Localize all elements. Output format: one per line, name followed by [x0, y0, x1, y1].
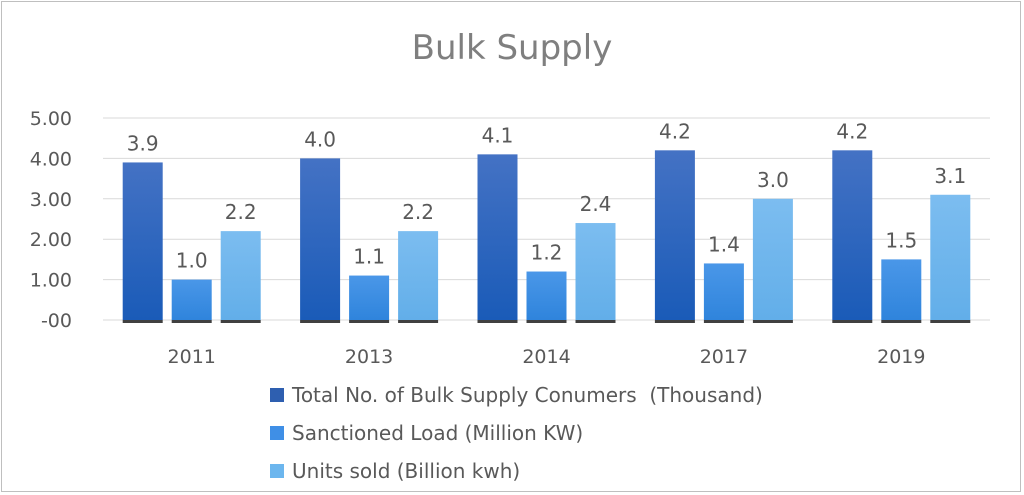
bar — [881, 259, 922, 320]
data-label: 4.1 — [482, 123, 514, 147]
legend-swatch — [270, 464, 284, 478]
data-label: 3.0 — [757, 168, 789, 192]
legend-swatch — [270, 426, 284, 440]
data-label: 1.1 — [353, 245, 385, 269]
y-tick-label: -00 — [41, 310, 72, 332]
y-tick-label: 2.00 — [30, 229, 72, 251]
bar — [575, 223, 616, 320]
data-label: 4.2 — [836, 119, 868, 143]
bar — [477, 154, 518, 320]
bar-base — [300, 320, 341, 323]
x-tick-label: 2019 — [877, 346, 925, 368]
bar — [930, 194, 971, 320]
data-label: 4.0 — [304, 127, 336, 151]
bar-base — [220, 320, 261, 323]
bar — [349, 275, 390, 320]
y-tick-label: 5.00 — [30, 108, 72, 130]
bar-base — [752, 320, 793, 323]
data-label: 2.4 — [580, 192, 612, 216]
bar-base — [832, 320, 873, 323]
bar-base — [703, 320, 744, 323]
bar — [220, 231, 261, 320]
data-label: 3.1 — [934, 164, 966, 188]
legend-label: Units sold (Billion kwh) — [292, 459, 521, 483]
data-label: 1.5 — [885, 228, 917, 252]
legend-swatch — [270, 388, 284, 402]
bar-base — [122, 320, 163, 323]
bar — [654, 150, 695, 320]
x-tick-label: 2014 — [522, 346, 570, 368]
bar — [122, 162, 163, 320]
x-tick-label: 2011 — [168, 346, 216, 368]
bar-base — [654, 320, 695, 323]
data-label: 2.2 — [402, 200, 434, 224]
bar-base — [477, 320, 518, 323]
data-label: 1.0 — [176, 249, 208, 273]
data-label: 2.2 — [225, 200, 257, 224]
bar — [703, 263, 744, 320]
x-tick-label: 2013 — [345, 346, 393, 368]
data-label: 4.2 — [659, 119, 691, 143]
data-label: 1.2 — [531, 241, 563, 265]
bar — [398, 231, 439, 320]
bar-base — [349, 320, 390, 323]
bar — [171, 279, 212, 320]
x-tick-label: 2017 — [700, 346, 748, 368]
bar-base — [398, 320, 439, 323]
bar-base — [881, 320, 922, 323]
bar-base — [171, 320, 212, 323]
bar-base — [575, 320, 616, 323]
legend: Total No. of Bulk Supply Conumers (Thous… — [270, 376, 763, 490]
bar-base — [526, 320, 567, 323]
y-tick-label: 4.00 — [30, 148, 72, 170]
y-tick-label: 1.00 — [30, 270, 72, 292]
legend-item: Sanctioned Load (Million KW) — [270, 414, 763, 452]
legend-item: Units sold (Billion kwh) — [270, 452, 763, 490]
legend-item: Total No. of Bulk Supply Conumers (Thous… — [270, 376, 763, 414]
legend-label: Sanctioned Load (Million KW) — [292, 421, 584, 445]
data-label: 1.4 — [708, 232, 740, 256]
chart-title: Bulk Supply — [411, 28, 613, 68]
bar — [832, 150, 873, 320]
data-label: 3.9 — [127, 131, 159, 155]
bar-base — [930, 320, 971, 323]
bar — [300, 158, 341, 320]
bar — [526, 271, 567, 320]
legend-label: Total No. of Bulk Supply Conumers (Thous… — [292, 383, 763, 407]
y-tick-label: 3.00 — [30, 189, 72, 211]
bar — [752, 198, 793, 320]
